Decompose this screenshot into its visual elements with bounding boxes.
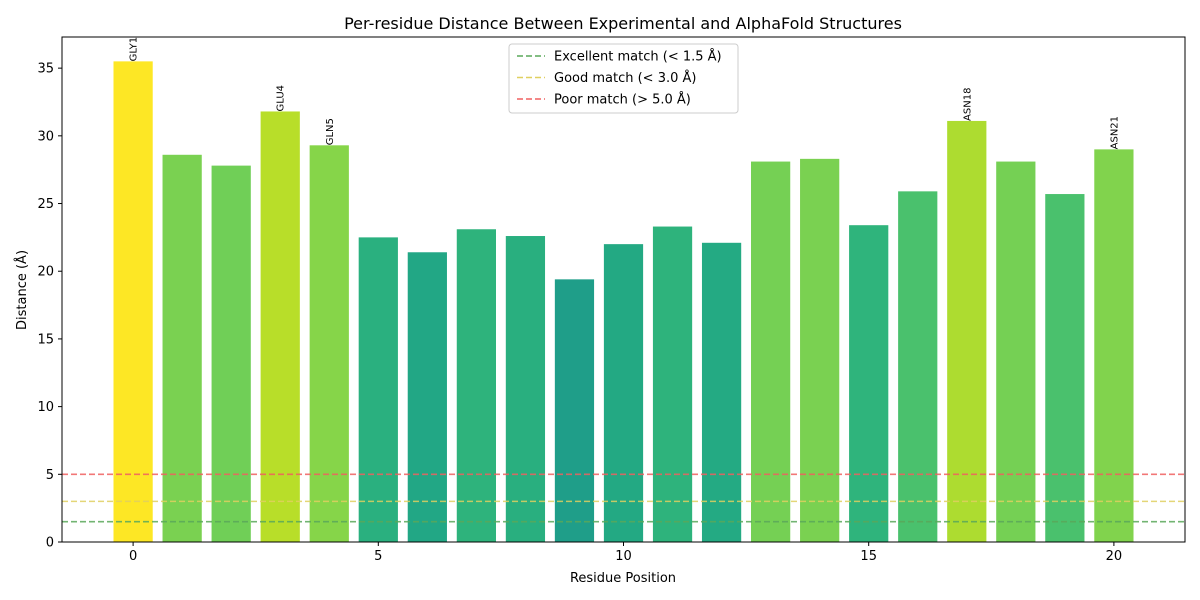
y-tick-label-25: 25 bbox=[37, 197, 54, 212]
bar-8 bbox=[505, 236, 546, 542]
x-axis-label: Residue Position bbox=[570, 571, 676, 586]
bar-15 bbox=[849, 225, 889, 542]
bar-label-17: ASN18 bbox=[962, 88, 973, 121]
bar-4 bbox=[309, 145, 349, 543]
x-tick-label-5: 5 bbox=[374, 549, 382, 564]
bar-10 bbox=[603, 244, 644, 542]
bar-9 bbox=[554, 279, 595, 542]
bar-7 bbox=[456, 229, 496, 542]
legend-entry-1: Good match (< 3.0 Å) bbox=[554, 70, 696, 86]
bar-5 bbox=[358, 237, 398, 542]
bar-14 bbox=[800, 158, 840, 543]
bar-0 bbox=[113, 61, 153, 543]
axes: 0 5 10 15 20 0 5 10 15 20 25 30 35 bbox=[37, 36, 1186, 564]
bar-2 bbox=[211, 165, 251, 542]
y-tick-label-20: 20 bbox=[37, 265, 54, 280]
bar-19 bbox=[1045, 194, 1085, 542]
bar-13 bbox=[751, 161, 791, 542]
y-tick-label-30: 30 bbox=[37, 129, 54, 144]
y-tick-label-0: 0 bbox=[46, 536, 54, 551]
bar-1 bbox=[162, 154, 202, 542]
legend: Excellent match (< 1.5 Å) Good match (< 3… bbox=[508, 43, 739, 114]
x-tick-label-15: 15 bbox=[860, 549, 877, 564]
bar-12 bbox=[701, 242, 742, 542]
bar-18 bbox=[996, 161, 1036, 542]
bar-label-20: ASN21 bbox=[1109, 116, 1120, 149]
x-tick-label-0: 0 bbox=[129, 549, 137, 564]
bar-20 bbox=[1094, 149, 1134, 542]
y-axis-label: Distance (Å) bbox=[14, 250, 30, 330]
bar-label-0: GLY1 bbox=[129, 37, 140, 61]
bar-17 bbox=[947, 120, 987, 543]
legend-entry-0: Excellent match (< 1.5 Å) bbox=[554, 49, 722, 65]
legend-box bbox=[508, 43, 739, 114]
bars bbox=[113, 61, 1134, 543]
chart-title: Per-residue Distance Between Experimenta… bbox=[344, 14, 902, 33]
y-tick-label-35: 35 bbox=[37, 62, 54, 77]
y-tick-label-10: 10 bbox=[37, 400, 54, 415]
bar-3 bbox=[260, 111, 300, 542]
bar-11 bbox=[652, 226, 693, 542]
legend-entry-2: Poor match (> 5.0 Å) bbox=[554, 92, 691, 108]
bar-labels: GLY1 GLU4 GLN5 ASN18 ASN21 bbox=[129, 37, 1121, 149]
bar-label-3: GLU4 bbox=[276, 85, 287, 112]
reference-lines bbox=[62, 473, 1185, 523]
bar-label-4: GLN5 bbox=[325, 118, 336, 145]
x-tick-label-10: 10 bbox=[615, 549, 632, 564]
bar-6 bbox=[407, 252, 447, 542]
bar-16 bbox=[898, 191, 938, 542]
x-tick-label-20: 20 bbox=[1106, 549, 1123, 564]
y-tick-label-15: 15 bbox=[37, 332, 54, 347]
y-tick-label-5: 5 bbox=[46, 468, 54, 483]
